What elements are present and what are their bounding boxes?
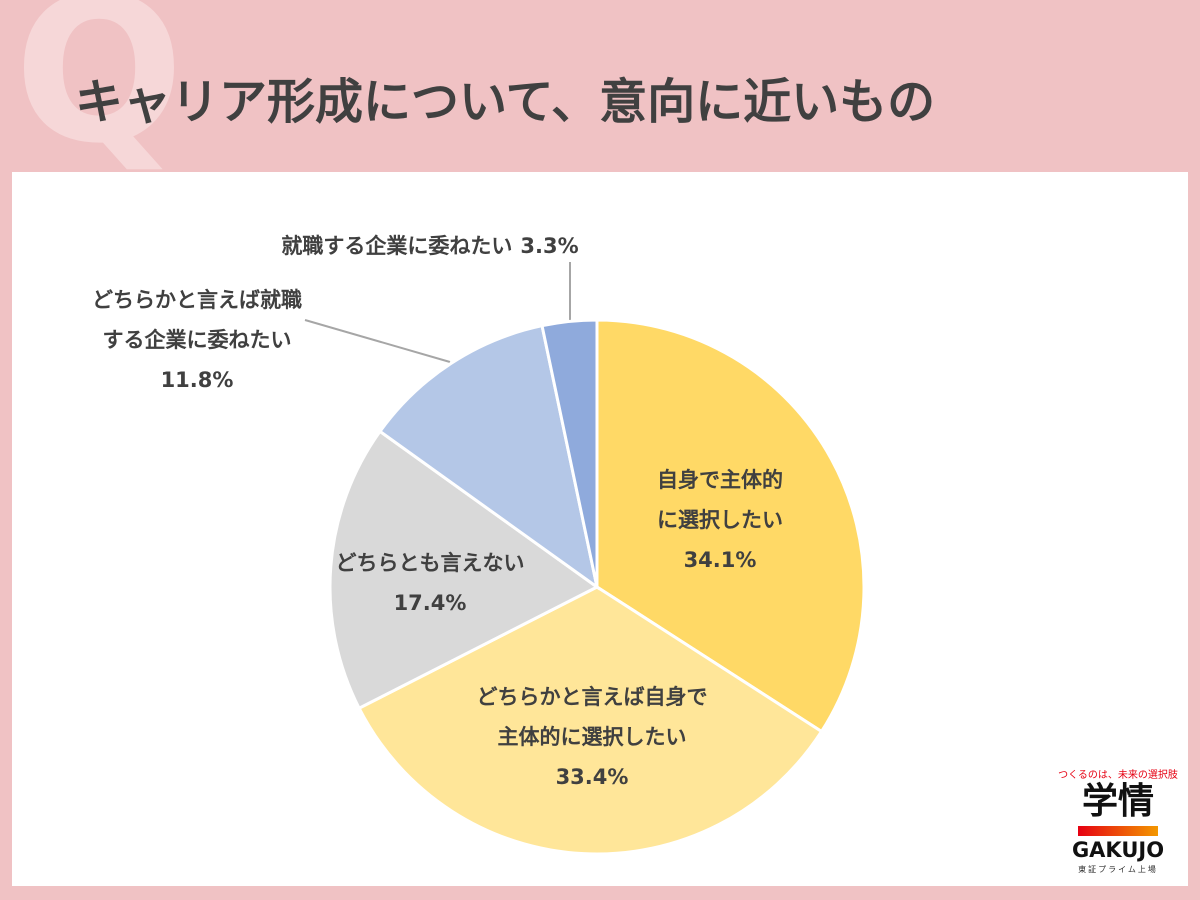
- value-label: 17.4%: [393, 591, 467, 615]
- slice-label: 就職する企業に委ねたい 3.3%: [218, 226, 642, 266]
- category-label: どちらとも言えない: [335, 551, 525, 575]
- slice-label: 自身で主体的に選択したい 34.1%: [655, 460, 785, 580]
- logo-roman: GAKUJO: [1071, 838, 1165, 862]
- value-label: 3.3%: [520, 234, 579, 258]
- value-label: 11.8%: [160, 368, 234, 392]
- category-label: 就職する企業に委ねたい: [281, 234, 513, 258]
- category-label: どちらかと言えば就職する企業に委ねたい: [92, 288, 302, 352]
- pie-slice: [540, 318, 599, 588]
- value-label: 34.1%: [683, 548, 757, 572]
- slice-label: どちらかと言えば自身で主体的に選択したい 33.4%: [475, 677, 710, 797]
- pie-slice: [357, 585, 824, 856]
- pie-slice: [328, 429, 600, 711]
- leader-line: [304, 319, 451, 363]
- value-label: 33.4%: [555, 765, 629, 789]
- category-label: 自身で主体的に選択したい: [657, 468, 783, 532]
- logo-tagline: つくるのは、未来の選択肢: [1058, 770, 1178, 781]
- chart-title: キャリア形成について、意向に近いもの: [75, 74, 936, 130]
- category-label: どちらかと言えば自身で主体的に選択したい: [476, 685, 708, 749]
- badge: Q: [14, 0, 185, 188]
- logo-bar: [1078, 826, 1158, 836]
- slice-label: どちらとも言えない 17.4%: [334, 543, 527, 623]
- logo-note: 東証プライム上場: [1078, 865, 1158, 874]
- logo-name: 学情: [1081, 781, 1154, 822]
- pie-slice: [377, 323, 600, 591]
- slice-label: どちらかと言えば就職する企業に委ねたい 11.8%: [90, 280, 304, 400]
